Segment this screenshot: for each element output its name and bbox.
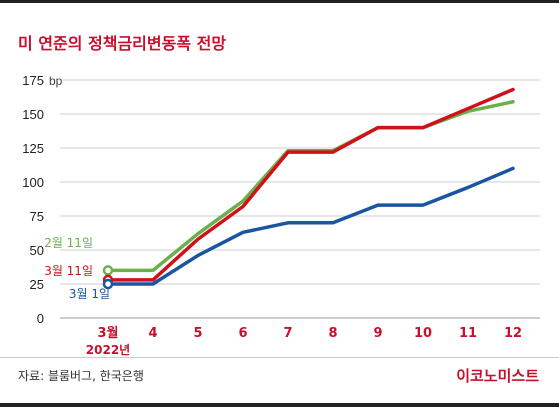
y-tick-label: 125 (22, 141, 44, 156)
series-line-2 (106, 166, 515, 286)
brand-logo: 이코노미스트 (456, 367, 539, 385)
y-tick-label: 0 (37, 311, 44, 326)
x-tick-label: 5 (193, 326, 202, 341)
series-line-1 (106, 87, 515, 282)
series-start-marker-2 (102, 278, 114, 290)
y-tick-labels: 0 25 50 75 100 125 150 175 bp (22, 73, 62, 326)
source-note: 자료: 블룸버그, 한국은행 (18, 369, 144, 383)
x-tick-label: 9 (373, 326, 382, 341)
x-tick-label: 10 (414, 326, 432, 341)
y-tick-label: 175 (22, 73, 44, 88)
footer-divider (0, 357, 559, 358)
series-label-1: 3월 11일 (44, 264, 93, 278)
y-tick-label: 50 (30, 243, 44, 258)
series-labels: 2월 11일 3월 11일 3월 1일 (44, 236, 110, 301)
series-label-0: 2월 11일 (44, 236, 93, 250)
series-label-2: 3월 1일 (69, 287, 110, 301)
series-line-0 (106, 100, 515, 273)
x-tick-label: 7 (283, 326, 292, 341)
chart-title: 미 연준의 정책금리변동폭 전망 (18, 34, 227, 53)
x-tick-label: 11 (459, 326, 477, 341)
x-tick-labels: 3월 4 5 6 7 8 9 10 11 12 2022년 (86, 325, 522, 357)
x-tick-sublabel: 2022년 (86, 343, 130, 357)
x-tick-label: 6 (238, 326, 247, 341)
series-lines (102, 87, 515, 290)
top-rule (0, 0, 559, 3)
series-start-marker-0 (102, 265, 114, 276)
y-tick-label: 100 (22, 175, 44, 190)
y-unit-label: bp (49, 74, 63, 88)
y-tick-label: 75 (30, 209, 44, 224)
y-tick-label: 25 (30, 277, 44, 292)
line-chart: 0 25 50 75 100 125 150 175 bp 3월 4 5 6 7 8 9 10 11 12 2022… (22, 73, 540, 357)
y-tick-label: 150 (22, 107, 44, 122)
x-tick-label: 3월 (97, 325, 118, 341)
bottom-rule (0, 403, 559, 407)
x-tick-label: 4 (148, 326, 157, 341)
x-tick-label: 8 (328, 326, 337, 341)
x-tick-label: 12 (504, 326, 522, 341)
